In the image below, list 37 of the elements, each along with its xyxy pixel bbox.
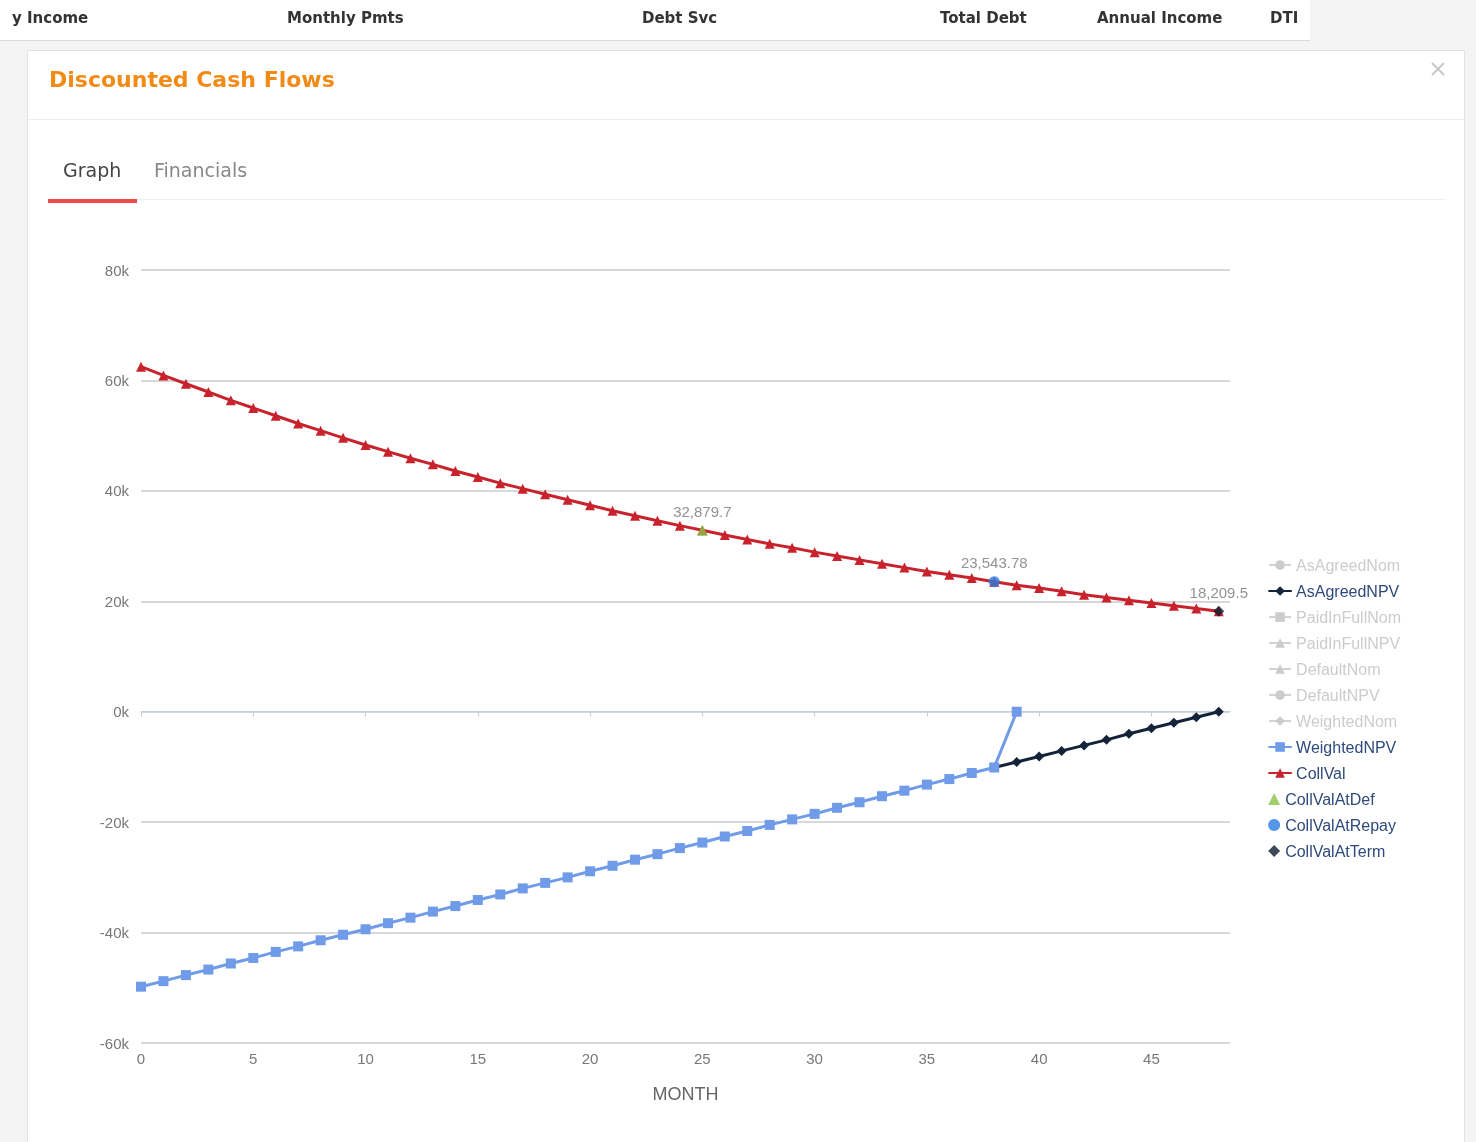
x-tick-label: 5	[249, 1050, 258, 1067]
legend-label: CollValAtTerm	[1285, 842, 1386, 860]
data-label: 32,879.7	[673, 502, 732, 520]
legend-label: WeightedNPV	[1296, 738, 1397, 756]
legend-label: CollVal	[1296, 764, 1346, 782]
y-tick-label: 0k	[113, 703, 130, 721]
y-tick-label: 20k	[104, 592, 130, 610]
text: Annual Income	[1097, 9, 1223, 27]
legend-label: AsAgreedNPV	[1296, 582, 1400, 600]
text: Graph	[63, 159, 122, 181]
text: Monthly Pmts	[287, 9, 404, 27]
x-tick-label: 30	[806, 1050, 823, 1067]
y-tick-label: 80k	[104, 261, 130, 279]
legend-label: CollValAtRepay	[1285, 816, 1397, 834]
y-tick-label: 60k	[104, 371, 130, 389]
data-label: 23,543.78	[960, 554, 1028, 572]
text: Total Debt	[940, 9, 1027, 27]
x-tick-label: 25	[694, 1050, 711, 1067]
text: DTI	[1270, 9, 1299, 27]
x-tick-label: 15	[469, 1050, 487, 1067]
legend-label: CollValAtDef	[1285, 790, 1376, 808]
text: Financials	[154, 159, 248, 181]
x-axis-title: MONTH	[652, 1084, 719, 1104]
y-tick-label: -40k	[99, 924, 130, 942]
data-label: 18,209.5	[1189, 583, 1248, 601]
y-tick-label: -60k	[99, 1034, 130, 1052]
text: y Income	[12, 9, 89, 27]
y-tick-label: 40k	[104, 482, 130, 500]
chart-title: Discounted Cash Flows	[49, 67, 335, 92]
text: Debt Svc	[642, 9, 718, 27]
x-tick-label: 20	[581, 1050, 599, 1067]
x-tick-label: 40	[1030, 1050, 1048, 1067]
y-tick-label: -20k	[99, 813, 130, 831]
x-tick-label: 35	[918, 1050, 936, 1067]
x-tick-label: 45	[1143, 1050, 1160, 1067]
x-tick-label: 0	[136, 1050, 146, 1067]
x-tick-label: 10	[357, 1050, 374, 1067]
